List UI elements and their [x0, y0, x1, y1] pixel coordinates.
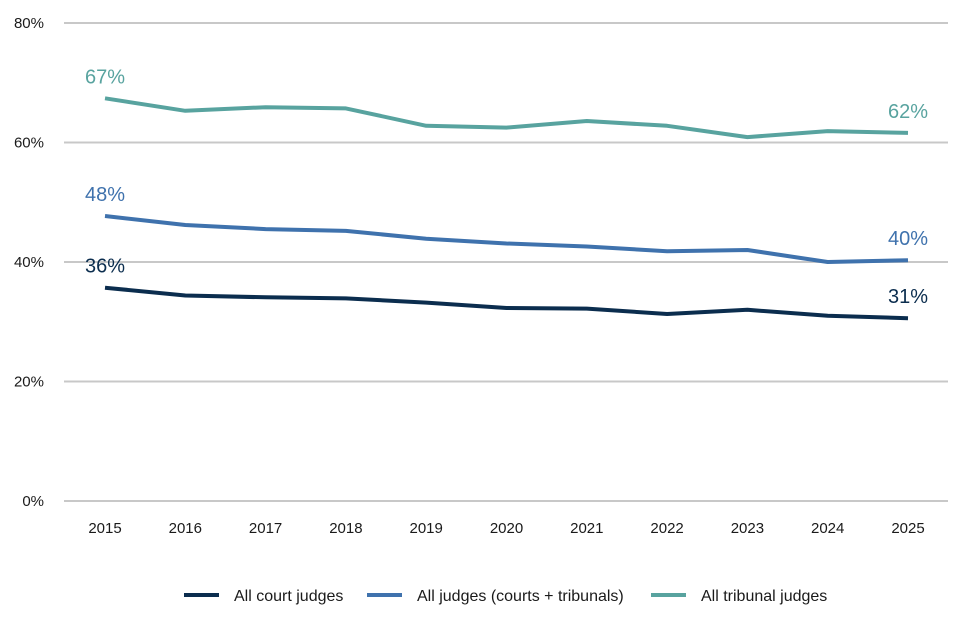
- data-point: [665, 124, 669, 128]
- y-axis-tick-labels: 0% 20% 40% 60% 80%: [14, 15, 44, 510]
- data-point: [665, 312, 669, 316]
- x-tick-label: 2024: [811, 520, 844, 537]
- series-lines: [103, 96, 910, 321]
- grid-lines: [64, 22, 948, 502]
- data-point: [183, 223, 187, 227]
- data-point: [183, 109, 187, 113]
- data-point: [424, 124, 428, 128]
- data-point: [826, 260, 830, 264]
- data-point: [665, 249, 669, 253]
- data-label: 67%: [85, 66, 125, 88]
- data-point: [826, 129, 830, 133]
- data-point: [344, 296, 348, 300]
- data-point: [505, 306, 509, 310]
- x-tick-label: 2020: [490, 520, 523, 537]
- data-point: [745, 248, 749, 252]
- data-point: [585, 244, 589, 248]
- data-label: 62%: [888, 101, 928, 123]
- x-tick-label: 2015: [88, 520, 121, 537]
- data-point: [745, 308, 749, 312]
- data-point: [103, 96, 107, 100]
- data-point: [103, 286, 107, 290]
- legend-label: All court judges: [234, 588, 343, 605]
- x-tick-label: 2019: [410, 520, 443, 537]
- data-point: [906, 131, 910, 135]
- data-label: 40%: [888, 228, 928, 250]
- data-point: [183, 293, 187, 297]
- y-tick-label: 20%: [14, 374, 44, 391]
- y-tick-label: 40%: [14, 254, 44, 271]
- series-line: [104, 285, 909, 321]
- data-point: [826, 314, 830, 318]
- data-point: [344, 229, 348, 233]
- x-tick-label: 2023: [731, 520, 764, 537]
- x-tick-label: 2018: [329, 520, 362, 537]
- data-label: 31%: [888, 286, 928, 308]
- data-point: [906, 316, 910, 320]
- legend-label: All tribunal judges: [701, 588, 827, 605]
- data-point: [264, 227, 268, 231]
- legend-label: All judges (courts + tribunals): [417, 588, 624, 605]
- x-tick-label: 2016: [169, 520, 202, 537]
- series-line: [104, 214, 909, 264]
- data-point: [264, 295, 268, 299]
- x-tick-label: 2022: [650, 520, 683, 537]
- data-point: [505, 241, 509, 245]
- y-tick-label: 80%: [14, 15, 44, 32]
- x-tick-label: 2025: [891, 520, 924, 537]
- data-point: [424, 301, 428, 305]
- data-label: 36%: [85, 256, 125, 278]
- data-point: [103, 214, 107, 218]
- data-point: [745, 135, 749, 139]
- data-point: [264, 105, 268, 109]
- legend: All court judges All judges (courts + tri…: [184, 588, 827, 605]
- data-point: [505, 126, 509, 130]
- y-tick-label: 60%: [14, 135, 44, 152]
- x-tick-label: 2017: [249, 520, 282, 537]
- series-line: [104, 96, 909, 140]
- data-point: [344, 106, 348, 110]
- data-labels: 36% 31% 48% 40% 67% 62%: [85, 66, 928, 308]
- x-tick-label: 2021: [570, 520, 603, 537]
- y-tick-label: 0%: [22, 493, 44, 510]
- data-point: [585, 307, 589, 311]
- data-point: [585, 119, 589, 123]
- data-point: [424, 237, 428, 241]
- data-point: [906, 258, 910, 262]
- data-label: 48%: [85, 184, 125, 206]
- x-axis-tick-labels: 2015 2016 2017 2018 2019 2020 2021 2022 2023 2024…: [88, 520, 924, 537]
